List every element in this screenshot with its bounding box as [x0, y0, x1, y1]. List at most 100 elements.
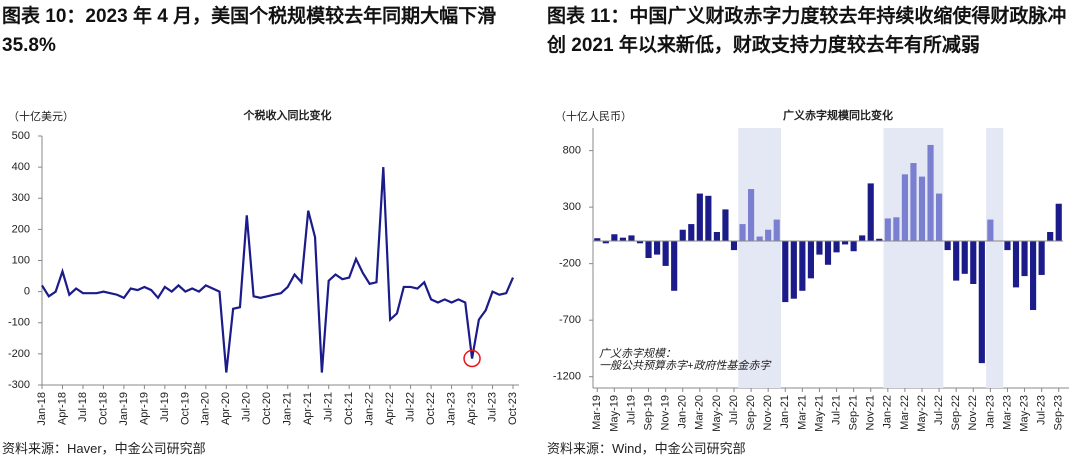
- bar: [1047, 232, 1054, 242]
- bar: [628, 235, 635, 242]
- bar: [944, 241, 951, 251]
- bar: [927, 144, 934, 242]
- bar: [970, 241, 977, 284]
- bar: [867, 183, 874, 242]
- bar: [824, 241, 832, 265]
- x-tick-label: Sep-23: [1053, 395, 1065, 430]
- bar: [1038, 241, 1045, 275]
- bar: [893, 217, 900, 242]
- x-tick-label: Jan-18: [36, 392, 48, 426]
- annotation: 广义赤字规模：: [599, 347, 676, 360]
- x-tick-label: Jan-23: [984, 395, 996, 429]
- x-tick-label: Jul-20: [241, 392, 253, 422]
- x-tick-label: Oct-21: [343, 392, 355, 425]
- x-tick-label: Mar-19: [591, 395, 603, 430]
- bar: [799, 241, 806, 291]
- y-tick-label: -700: [559, 314, 581, 326]
- bar: [662, 241, 669, 266]
- x-tick-label: Jan-21: [779, 395, 791, 429]
- x-tick-label: May-21: [813, 395, 825, 432]
- bar: [765, 229, 772, 242]
- bar: [842, 241, 849, 245]
- bar: [730, 241, 738, 251]
- x-tick-label: Mar-20: [694, 395, 706, 430]
- x-tick-label: Jan-23: [445, 392, 457, 426]
- unit-label: （十亿人民币）: [555, 109, 632, 123]
- bar: [987, 219, 994, 242]
- x-tick-label: Jul-20: [728, 395, 740, 425]
- shaded-band: [738, 128, 781, 388]
- bar: [833, 241, 840, 253]
- x-tick-label: Nov-20: [762, 395, 774, 430]
- y-tick-label: 100: [12, 254, 30, 266]
- y-tick-label: 300: [12, 192, 30, 204]
- x-tick-label: Jul-21: [323, 392, 335, 422]
- x-tick-label: Mar-23: [1001, 395, 1013, 430]
- y-tick-label: -1200: [553, 371, 581, 383]
- x-tick-label: Jul-21: [830, 395, 842, 425]
- x-tick-label: Jan-21: [282, 392, 294, 426]
- y-tick-label: 400: [12, 161, 30, 173]
- header: 图表 10：2023 年 4 月，美国个税规模较去年同期大幅下滑 35.8%: [2, 6, 497, 56]
- bar: [936, 193, 943, 242]
- bar: [782, 241, 789, 303]
- bar: [688, 224, 695, 242]
- x-tick-label: Jan-22: [364, 392, 376, 426]
- x-tick-label: Jul-19: [625, 395, 637, 425]
- bar: [807, 241, 814, 279]
- bar: [1012, 241, 1020, 288]
- bar: [1004, 241, 1011, 251]
- header: 图表 11：中国广义财政赤字力度较去年持续收缩使得财政脉冲创 2021 年以来新…: [547, 6, 1067, 56]
- x-tick-label: Oct-18: [97, 392, 109, 425]
- bar: [645, 241, 652, 258]
- x-tick-label: Jan-20: [200, 392, 212, 426]
- x-tick-label: Sep-21: [848, 395, 860, 430]
- x-tick-label: Jul-23: [486, 392, 498, 422]
- x-tick-label: Sep-22: [950, 395, 962, 430]
- bar: [876, 238, 883, 242]
- bar: [671, 241, 678, 291]
- x-tick-label: Sep-19: [642, 395, 654, 430]
- chart-title: 广义赤字规模同比变化: [783, 108, 893, 122]
- bar: [790, 241, 797, 299]
- bar: [859, 235, 866, 242]
- x-tick-label: Jan-19: [118, 392, 130, 426]
- x-tick-label: Sep-20: [745, 395, 757, 430]
- bar: [1021, 241, 1028, 277]
- x-tick-label: Jul-23: [1036, 395, 1048, 425]
- bar: [705, 195, 712, 242]
- bar: [1055, 203, 1062, 242]
- source: 资料来源：Wind，中金公司研究部: [547, 441, 746, 456]
- bar: [816, 241, 823, 255]
- x-tick-label: Oct-23: [507, 392, 519, 425]
- bar: [654, 241, 661, 255]
- bar: [739, 224, 746, 242]
- x-tick-label: Nov-19: [660, 395, 672, 430]
- x-tick-label: Apr-22: [384, 392, 396, 425]
- x-tick-label: Apr-19: [138, 392, 150, 425]
- bar: [696, 193, 703, 242]
- x-tick-label: Apr-21: [302, 392, 314, 425]
- x-tick-label: Oct-19: [179, 392, 191, 425]
- y-tick-label: -300: [8, 379, 30, 391]
- x-tick-label: Nov-21: [865, 395, 877, 430]
- bar: [748, 189, 755, 242]
- x-tick-label: Jul-19: [159, 392, 171, 422]
- chart-title: 个税收入同比变化: [243, 108, 332, 122]
- y-tick-label: -200: [559, 258, 581, 270]
- x-tick-label: Nov-22: [967, 395, 979, 430]
- bar: [756, 236, 763, 242]
- x-tick-label: Oct-22: [425, 392, 437, 425]
- bar: [679, 229, 686, 242]
- x-tick-label: May-20: [711, 395, 723, 432]
- y-tick-label: 300: [563, 201, 581, 213]
- bar: [713, 232, 720, 242]
- x-tick-label: Apr-20: [220, 392, 232, 425]
- bar: [611, 234, 618, 242]
- x-tick-label: Apr-18: [56, 392, 68, 425]
- bar: [1030, 241, 1037, 310]
- x-tick-label: Jul-22: [933, 395, 945, 425]
- x-tick-label: Jul-18: [77, 392, 89, 422]
